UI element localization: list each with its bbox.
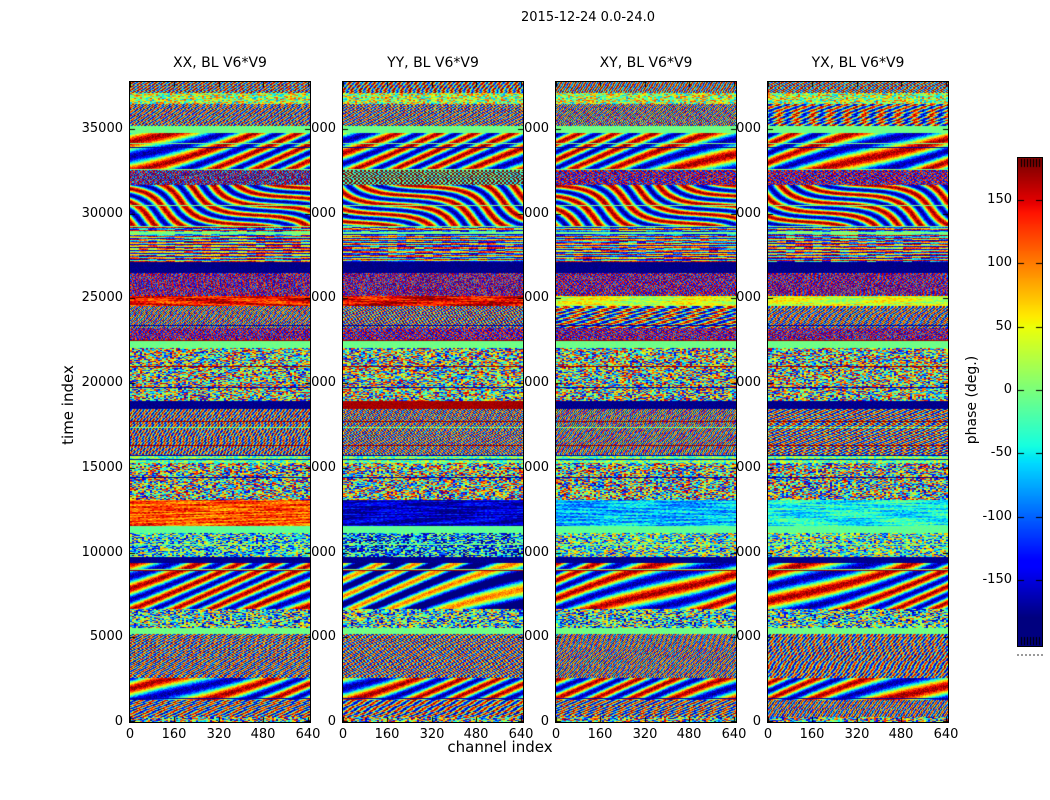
x-tick-label: 160 — [799, 727, 825, 742]
colorbar-tick-label: 100 — [987, 255, 1012, 270]
x-axis-label: channel index — [447, 738, 553, 756]
x-tick-label: 480 — [250, 727, 276, 742]
y-tick-label: 0 — [752, 714, 761, 729]
colorbar-tick-label: 50 — [995, 319, 1012, 334]
x-tick-label: 320 — [632, 727, 658, 742]
plot-frame — [342, 81, 524, 723]
y-tick-label: 5000 — [302, 629, 336, 644]
x-tick-label: 480 — [676, 727, 702, 742]
x-tick-label: 640 — [721, 727, 747, 742]
heatmap-canvas-yx — [768, 82, 948, 722]
x-tick-label: 480 — [888, 727, 914, 742]
colorbar-tick-label: -50 — [990, 445, 1012, 460]
x-tick-label: 640 — [508, 727, 534, 742]
x-tick-label: 640 — [933, 727, 959, 742]
x-tick-label: 0 — [763, 727, 773, 742]
y-tick-label: 30000 — [81, 206, 123, 221]
subplot-yy: YY, BL V6*V9 — [342, 55, 524, 723]
x-tick-label: 480 — [463, 727, 489, 742]
subplot-title-xx: XX, BL V6*V9 — [173, 55, 267, 71]
subplot-xx: XX, BL V6*V9 — [129, 55, 311, 723]
x-tick-label: 160 — [161, 727, 187, 742]
subplot-title-yy: YY, BL V6*V9 — [387, 55, 479, 71]
subplot-title-xy: XY, BL V6*V9 — [599, 55, 693, 71]
x-tick-label: 160 — [587, 727, 613, 742]
plot-frame — [555, 81, 737, 723]
x-tick-label: 320 — [419, 727, 445, 742]
figure-title: 2015-12-24 0.0-24.0 — [521, 10, 655, 25]
subplot-xy: XY, BL V6*V9 — [555, 55, 737, 723]
colorbar-underflow-dots — [1017, 654, 1043, 656]
y-tick-label: 0 — [114, 714, 123, 729]
heatmap-canvas-xx — [130, 82, 310, 722]
y-tick-label: 5000 — [515, 629, 549, 644]
plot-frame — [129, 81, 311, 723]
x-tick-label: 640 — [295, 727, 321, 742]
plot-frame — [767, 81, 949, 723]
subplot-yx: YX, BL V6*V9 — [767, 55, 949, 723]
x-tick-label: 0 — [338, 727, 348, 742]
y-tick-label: 0 — [540, 714, 549, 729]
x-tick-label: 320 — [206, 727, 232, 742]
colorbar — [1017, 157, 1043, 647]
y-tick-label: 35000 — [81, 121, 123, 136]
y-tick-label: 0 — [327, 714, 336, 729]
colorbar-tick-label: 150 — [987, 192, 1012, 207]
subplot-title-yx: YX, BL V6*V9 — [811, 55, 905, 71]
y-tick-label: 10000 — [81, 545, 123, 560]
y-tick-label: 25000 — [81, 290, 123, 305]
colorbar-tick-label: -150 — [982, 572, 1012, 587]
y-tick-label: 5000 — [89, 629, 123, 644]
x-tick-label: 0 — [551, 727, 561, 742]
colorbar-tick-label: -100 — [982, 509, 1012, 524]
y-tick-label: 20000 — [81, 375, 123, 390]
x-tick-label: 0 — [125, 727, 135, 742]
y-tick-label: 15000 — [81, 460, 123, 475]
x-tick-label: 160 — [374, 727, 400, 742]
heatmap-canvas-xy — [556, 82, 736, 722]
colorbar-tick-label: 0 — [1003, 382, 1012, 397]
x-tick-label: 320 — [844, 727, 870, 742]
colorbar-label: phase (deg.) — [964, 355, 980, 445]
heatmap-canvas-yy — [343, 82, 523, 722]
colorbar-canvas — [1018, 158, 1042, 646]
